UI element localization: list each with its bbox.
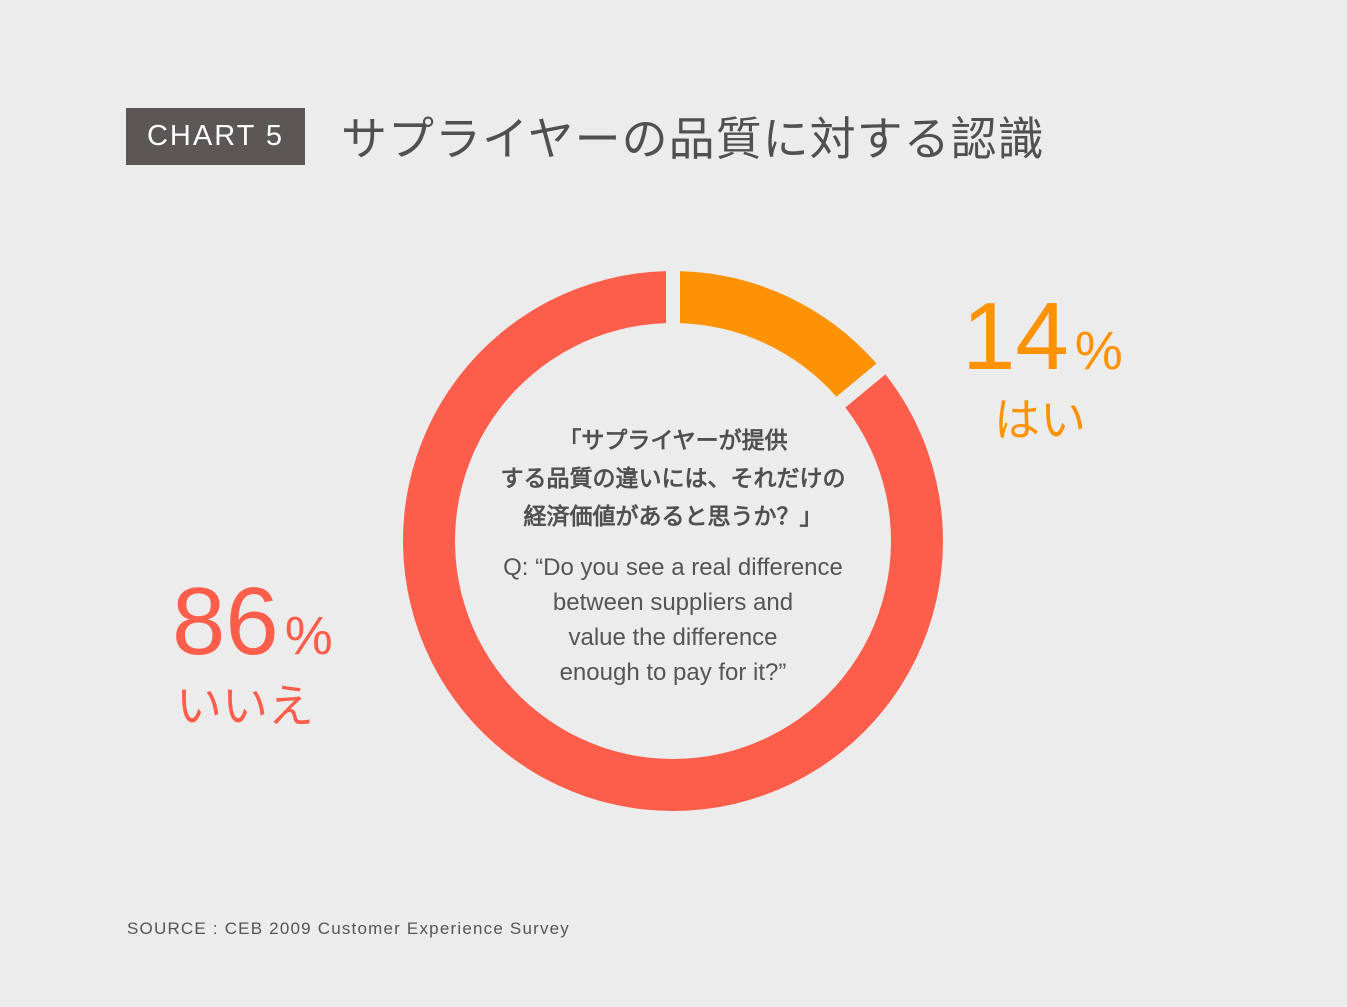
question-en-line-4: enough to pay for it?” — [559, 659, 787, 686]
donut-slice-yes — [679, 271, 877, 397]
survey-question: 「サプライヤーが提供 する品質の違いには、それだけの 経済価値があると思うか？」… — [468, 422, 878, 690]
question-english: Q: “Do you see a real difference between… — [468, 550, 878, 690]
question-en-line-2: between suppliers and — [552, 589, 794, 616]
no-value: 86 — [172, 568, 279, 675]
yes-percentage: 14% — [962, 289, 1123, 385]
chart-number-badge: CHART 5 — [126, 108, 305, 165]
yes-label: はい — [994, 393, 1086, 447]
question-japanese: 「サプライヤーが提供 する品質の違いには、それだけの 経済価値があると思うか？」 — [468, 422, 878, 536]
question-ja-line-3: 経済価値があると思うか？」 — [523, 504, 823, 530]
yes-unit: % — [1074, 321, 1123, 381]
question-ja-line-1: 「サプライヤーが提供 — [558, 428, 788, 454]
question-en-line-1: Q: “Do you see a real difference — [503, 554, 843, 581]
question-ja-line-2: する品質の違いには、それだけの — [500, 466, 846, 492]
no-unit: % — [284, 606, 333, 666]
yes-value: 14 — [962, 283, 1069, 390]
source-note: SOURCE : CEB 2009 Customer Experience Su… — [127, 919, 571, 938]
no-percentage: 86% — [172, 574, 333, 670]
no-label: いいえ — [176, 679, 314, 733]
chart-title: サプライヤーの品質に対する認識 — [341, 112, 1045, 166]
question-en-line-3: value the difference — [568, 624, 778, 651]
